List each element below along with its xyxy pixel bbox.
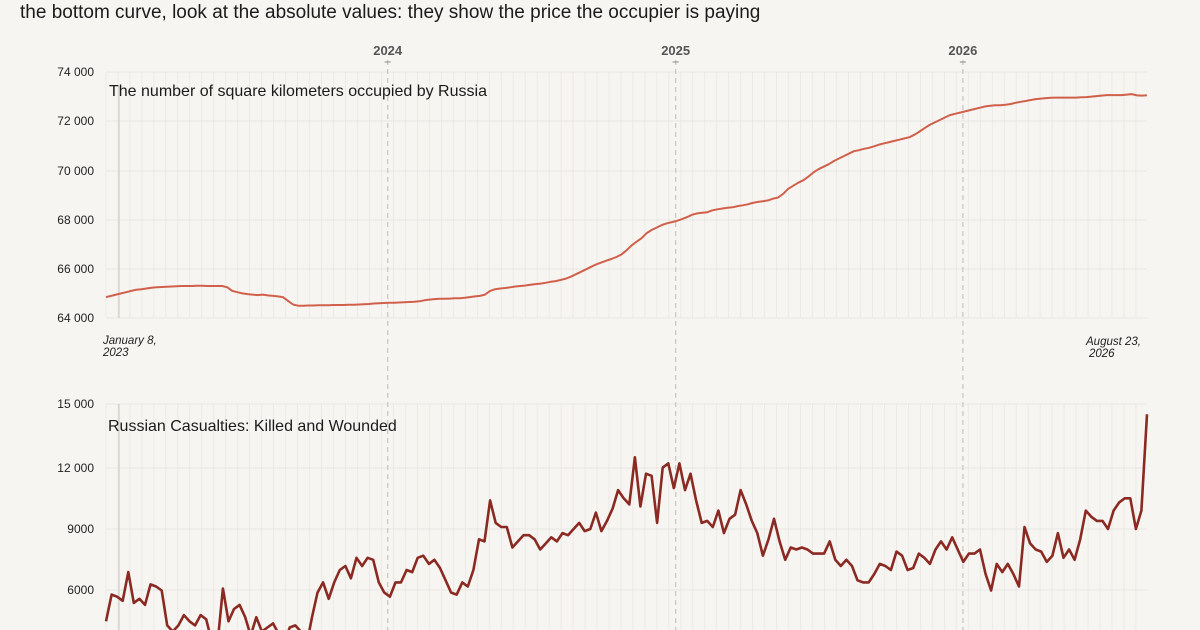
casualties-series-line	[104, 414, 1149, 630]
chart-caption: the bottom curve, look at the absolute v…	[20, 2, 761, 23]
caption-area: the bottom curve, look at the absolute v…	[0, 0, 1200, 30]
casualties-y-tick-label: 6000	[67, 583, 94, 597]
end-date-line2: 2026	[1088, 348, 1115, 360]
start-date-line2: 2023	[102, 347, 129, 359]
territory-y-tick-label: 68 000	[57, 213, 94, 227]
start-date-line1: January 8,	[102, 335, 157, 347]
axis-labels: 64 000 66 000 68 000 70 000 72 000 74 000 6000…	[57, 65, 94, 597]
casualties-chart-title: Russian Casualties: Killed and Wounded	[108, 418, 397, 435]
territory-y-tick-label: 74 000	[57, 65, 94, 79]
casualties-y-tick-label: 9000	[67, 522, 94, 536]
grid-layer	[105, 71, 1147, 630]
territory-y-tick-label: 64 000	[57, 311, 94, 325]
casualties-y-tick-label: 12 000	[57, 461, 94, 475]
territory-y-tick-label: 66 000	[57, 262, 94, 276]
year-label: 2026	[948, 43, 977, 58]
territory-y-tick-label: 72 000	[57, 114, 94, 128]
year-label: 2025	[661, 43, 690, 58]
year-label: 2024	[373, 43, 403, 58]
end-date-line1: August 23,	[1085, 336, 1141, 348]
casualties-y-tick-label: 15 000	[57, 397, 94, 411]
territory-series-line	[105, 93, 1148, 307]
year-markers: 2024 2025 2026	[118, 43, 977, 630]
territory-chart-title: The number of square kilometers occupied…	[109, 83, 487, 100]
territory-y-tick-label: 70 000	[57, 164, 94, 178]
